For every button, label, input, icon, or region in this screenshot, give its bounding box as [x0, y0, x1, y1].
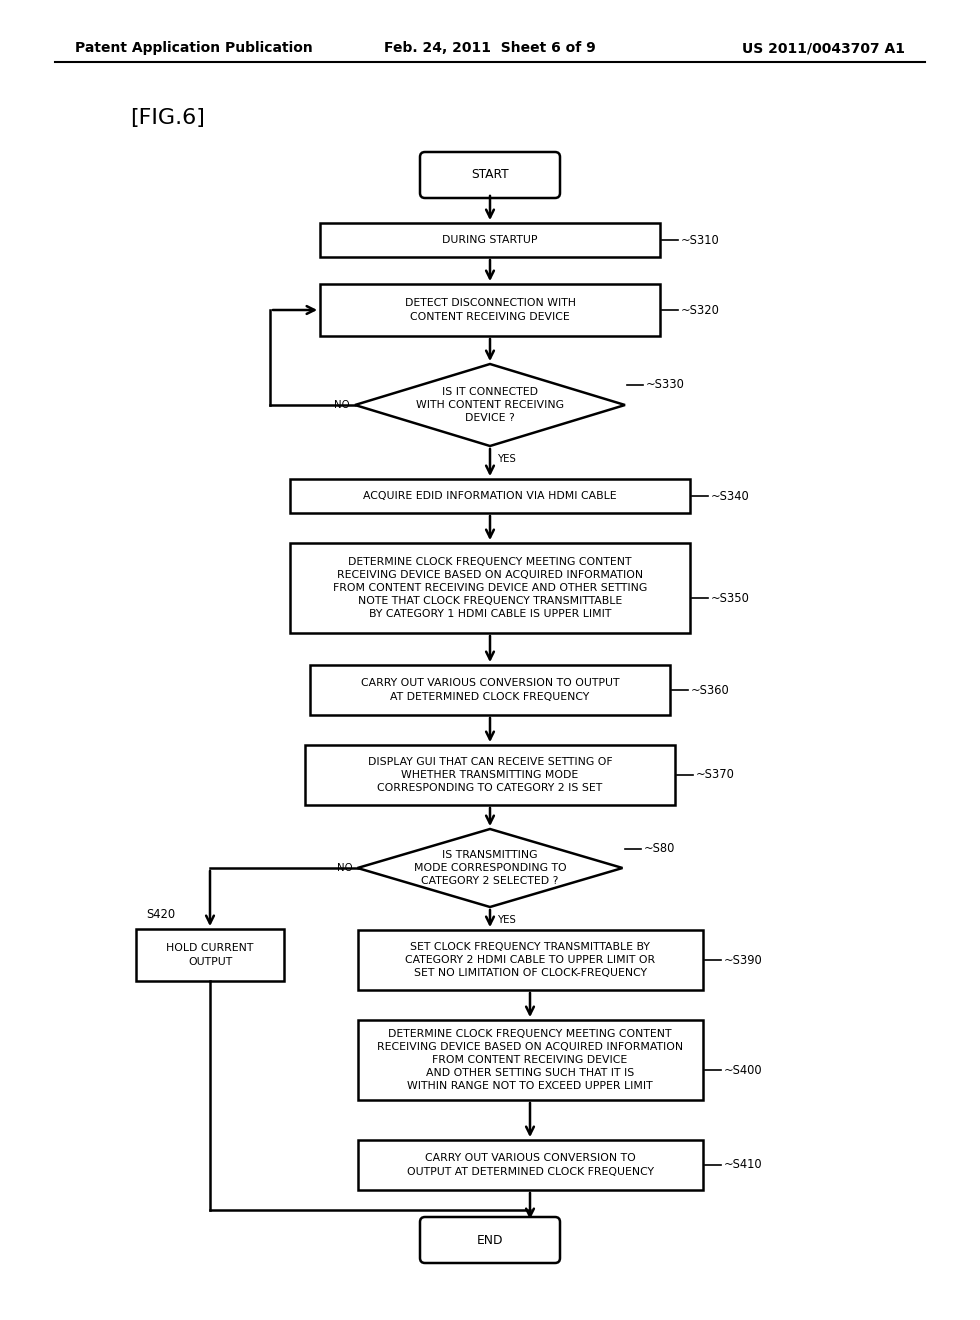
Text: NO: NO — [337, 863, 353, 873]
FancyBboxPatch shape — [420, 152, 560, 198]
Text: ~S310: ~S310 — [681, 234, 719, 247]
Text: YES: YES — [498, 454, 516, 465]
Bar — [290, 479, 690, 513]
Text: ~S410: ~S410 — [723, 1159, 762, 1172]
Text: END: END — [476, 1233, 504, 1246]
Text: YES: YES — [498, 915, 516, 925]
Bar — [290, 543, 690, 634]
Text: DURING STARTUP: DURING STARTUP — [442, 235, 538, 246]
Text: ~S320: ~S320 — [681, 304, 720, 317]
Text: ~S360: ~S360 — [691, 684, 730, 697]
Text: S420: S420 — [146, 908, 175, 921]
Text: ~S370: ~S370 — [696, 768, 735, 781]
Bar — [358, 1140, 703, 1191]
Text: ~S400: ~S400 — [723, 1064, 762, 1077]
FancyBboxPatch shape — [420, 1217, 560, 1263]
Text: IS IT CONNECTED
WITH CONTENT RECEIVING
DEVICE ?: IS IT CONNECTED WITH CONTENT RECEIVING D… — [416, 387, 564, 424]
Text: Patent Application Publication: Patent Application Publication — [75, 41, 313, 55]
Polygon shape — [358, 829, 622, 907]
Bar — [358, 1020, 703, 1100]
Text: DETECT DISCONNECTION WITH
CONTENT RECEIVING DEVICE: DETECT DISCONNECTION WITH CONTENT RECEIV… — [405, 298, 575, 322]
Text: ~S390: ~S390 — [723, 953, 762, 966]
Text: DETERMINE CLOCK FREQUENCY MEETING CONTENT
RECEIVING DEVICE BASED ON ACQUIRED INF: DETERMINE CLOCK FREQUENCY MEETING CONTEN… — [333, 557, 647, 619]
Text: ~S340: ~S340 — [711, 490, 750, 503]
Polygon shape — [355, 364, 625, 446]
Bar — [358, 931, 703, 990]
Text: IS TRANSMITTING
MODE CORRESPONDING TO
CATEGORY 2 SELECTED ?: IS TRANSMITTING MODE CORRESPONDING TO CA… — [414, 850, 566, 886]
Text: [FIG.6]: [FIG.6] — [130, 108, 205, 128]
Text: US 2011/0043707 A1: US 2011/0043707 A1 — [742, 41, 905, 55]
Text: DISPLAY GUI THAT CAN RECEIVE SETTING OF
WHETHER TRANSMITTING MODE
CORRESPONDING : DISPLAY GUI THAT CAN RECEIVE SETTING OF … — [368, 756, 612, 793]
Text: Feb. 24, 2011  Sheet 6 of 9: Feb. 24, 2011 Sheet 6 of 9 — [384, 41, 596, 55]
Bar — [320, 223, 660, 257]
Text: SET CLOCK FREQUENCY TRANSMITTABLE BY
CATEGORY 2 HDMI CABLE TO UPPER LIMIT OR
SET: SET CLOCK FREQUENCY TRANSMITTABLE BY CAT… — [405, 941, 655, 978]
Text: HOLD CURRENT
OUTPUT: HOLD CURRENT OUTPUT — [167, 944, 254, 966]
Bar — [305, 744, 675, 805]
Text: ~S330: ~S330 — [646, 378, 685, 391]
Text: START: START — [471, 169, 509, 181]
Bar — [320, 284, 660, 337]
Text: CARRY OUT VARIOUS CONVERSION TO OUTPUT
AT DETERMINED CLOCK FREQUENCY: CARRY OUT VARIOUS CONVERSION TO OUTPUT A… — [361, 678, 619, 702]
Text: ~S80: ~S80 — [644, 842, 675, 855]
Text: DETERMINE CLOCK FREQUENCY MEETING CONTENT
RECEIVING DEVICE BASED ON ACQUIRED INF: DETERMINE CLOCK FREQUENCY MEETING CONTEN… — [377, 1028, 683, 1092]
Text: ~S350: ~S350 — [711, 591, 750, 605]
Text: NO: NO — [334, 400, 350, 411]
Bar — [136, 929, 284, 981]
Bar — [310, 665, 670, 715]
Text: CARRY OUT VARIOUS CONVERSION TO
OUTPUT AT DETERMINED CLOCK FREQUENCY: CARRY OUT VARIOUS CONVERSION TO OUTPUT A… — [407, 1154, 654, 1176]
Text: ACQUIRE EDID INFORMATION VIA HDMI CABLE: ACQUIRE EDID INFORMATION VIA HDMI CABLE — [364, 491, 616, 502]
